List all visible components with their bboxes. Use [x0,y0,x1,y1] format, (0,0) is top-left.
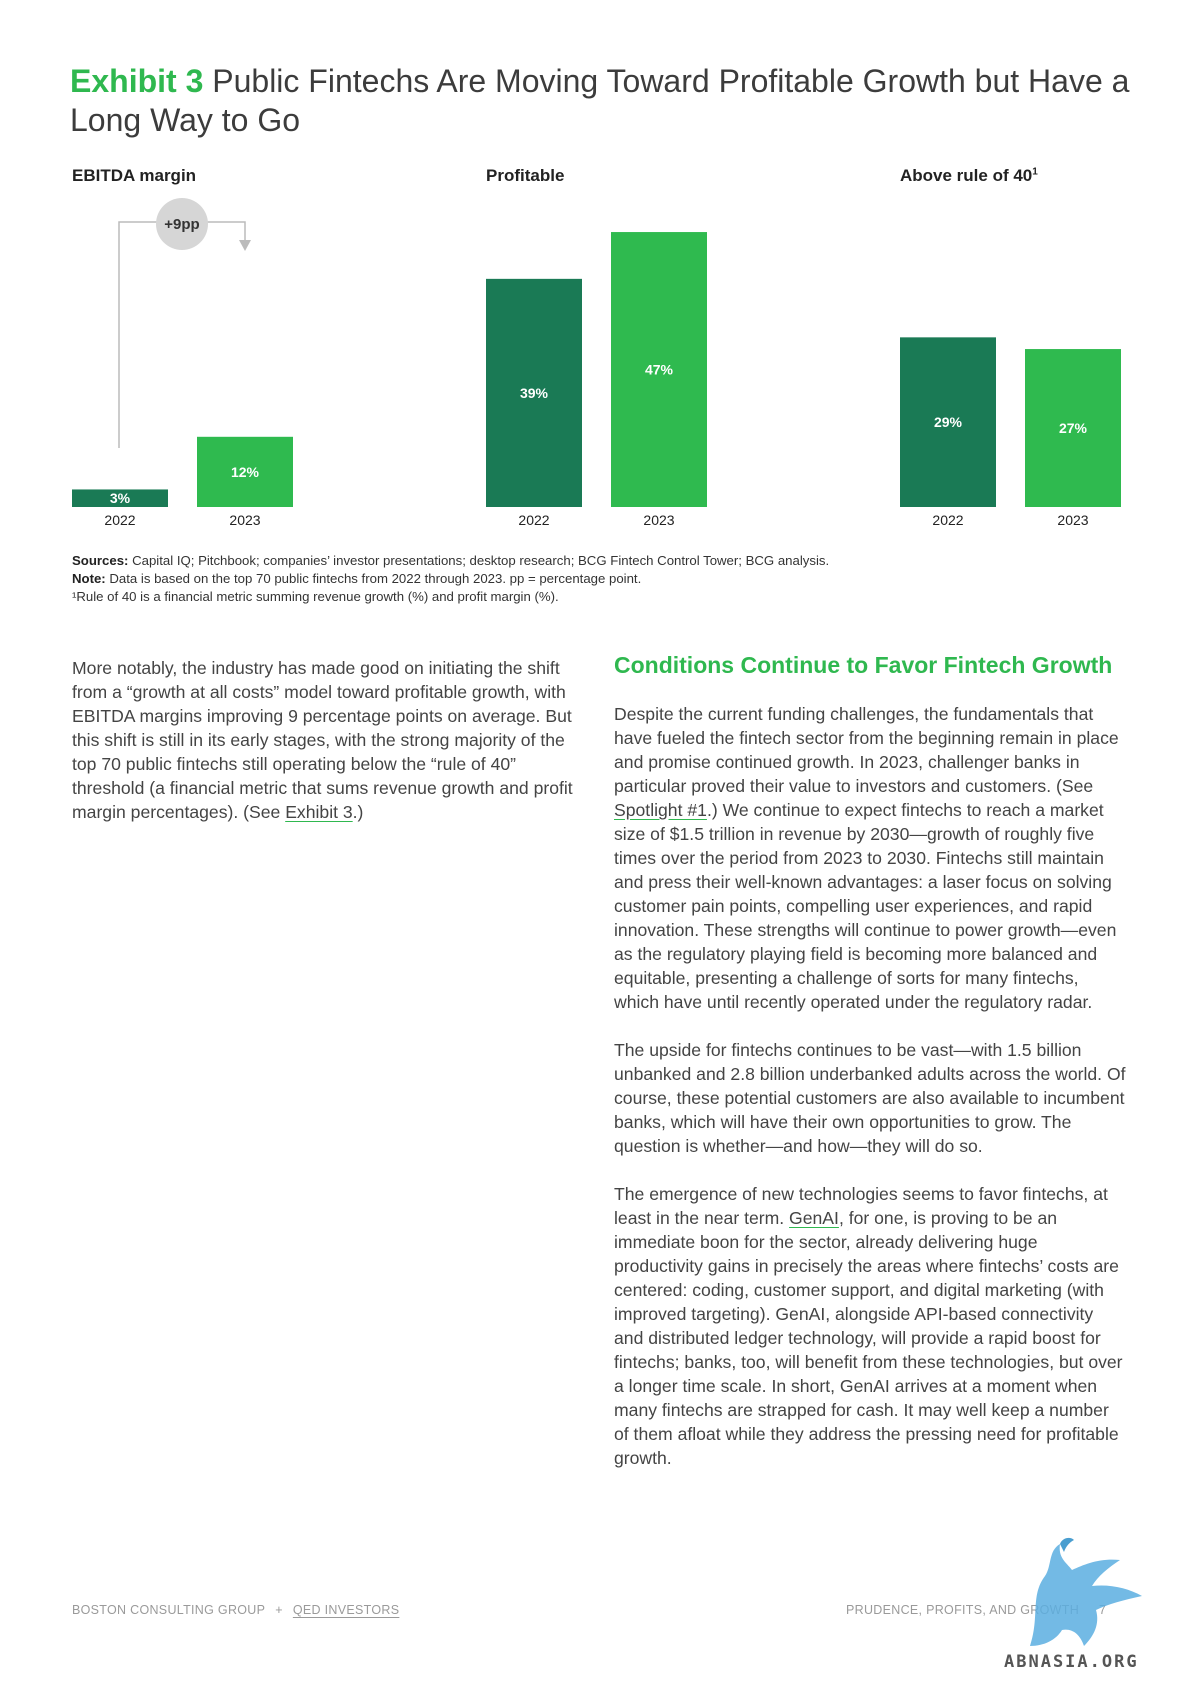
sources-line: Sources: Capital IQ; Pitchbook; companie… [72,553,830,568]
year-tick-label: 2023 [229,512,260,528]
bar-value-label: 3% [110,490,131,506]
chart-heading-profitable: Profitable [486,166,565,185]
rule-of-40-heading-text: Above rule of 40 [900,166,1033,185]
bar-1-2022 [486,278,582,507]
footer-separator: + [275,1603,283,1617]
bar-value-label: 47% [645,362,674,378]
chart-heading-rule-of-40: Above rule of 401 [900,166,1038,186]
left-column: More notably, the industry has made good… [72,656,592,848]
footer-right: PRUDENCE, PROFITS, AND GROWTH 7 [846,1603,1106,1617]
bar-1-2023 [611,232,707,508]
pp-badge-label: +9pp [164,216,199,233]
year-tick-label: 2022 [104,512,135,528]
bar-0-2022 [72,489,168,507]
griffin-logo-icon [1030,1537,1142,1646]
exhibit-label: Exhibit 3 [70,63,204,99]
bar-value-label: 29% [934,414,963,430]
genai-link[interactable]: GenAI [789,1208,839,1228]
bar-charts: +9pp 3% 2022 12% 2023 39% 2022 47% 2023 29% 2022 2… [72,198,1121,528]
rule-of-40-footnote-marker: 1 [1032,166,1038,178]
bar-value-label: 12% [231,464,260,480]
sources-block: Sources: Capital IQ; Pitchbook; companie… [72,552,1122,606]
footnote-line: ¹Rule of 40 is a financial metric summin… [72,589,559,604]
pp-connector-line [118,221,246,448]
bar-2-2022 [900,337,996,507]
bar-value-label: 39% [520,385,549,401]
footer-org-qed: QED INVESTORS [292,1603,400,1617]
exhibit-title-text: Public Fintechs Are Moving Toward Profit… [70,63,1130,138]
exhibit-title: Exhibit 3 Public Fintechs Are Moving Tow… [70,62,1130,140]
right-paragraph-3: The emergence of new technologies seems … [614,1184,1123,1468]
watermark-text: ABNASIA.ORG [1004,1652,1139,1672]
bar-0-2023 [197,436,293,507]
section-heading: Conditions Continue to Favor Fintech Gro… [614,652,1113,678]
year-tick-label: 2022 [932,512,963,528]
year-tick-label: 2023 [1057,512,1088,528]
spotlight-1-link[interactable]: Spotlight #1 [614,800,707,820]
note-line: Note: Data is based on the top 70 public… [72,571,642,586]
year-tick-label: 2022 [518,512,549,528]
right-paragraph-1: Despite the current funding challenges, … [614,704,1119,1012]
pp-arrow-icon [239,240,251,251]
right-column: Despite the current funding challenges, … [614,702,1126,1494]
footer-left: BOSTON CONSULTING GROUP + QED INVESTORS [72,1603,399,1617]
left-paragraph: More notably, the industry has made good… [72,658,573,822]
pp-annotation: +9pp [118,198,251,448]
year-tick-label: 2023 [643,512,674,528]
pp-badge [156,198,208,250]
chart-heading-ebitda: EBITDA margin [72,166,197,185]
bar-value-label: 27% [1059,420,1088,436]
footer-org-bcg: BOSTON CONSULTING GROUP [72,1603,266,1617]
page-number: 7 [1099,1603,1107,1617]
right-paragraph-2: The upside for fintechs continues to be … [614,1040,1126,1156]
bar-2-2023 [1025,349,1121,507]
footer-report-title: PRUDENCE, PROFITS, AND GROWTH [846,1603,1080,1617]
exhibit-3-link[interactable]: Exhibit 3 [285,802,353,822]
